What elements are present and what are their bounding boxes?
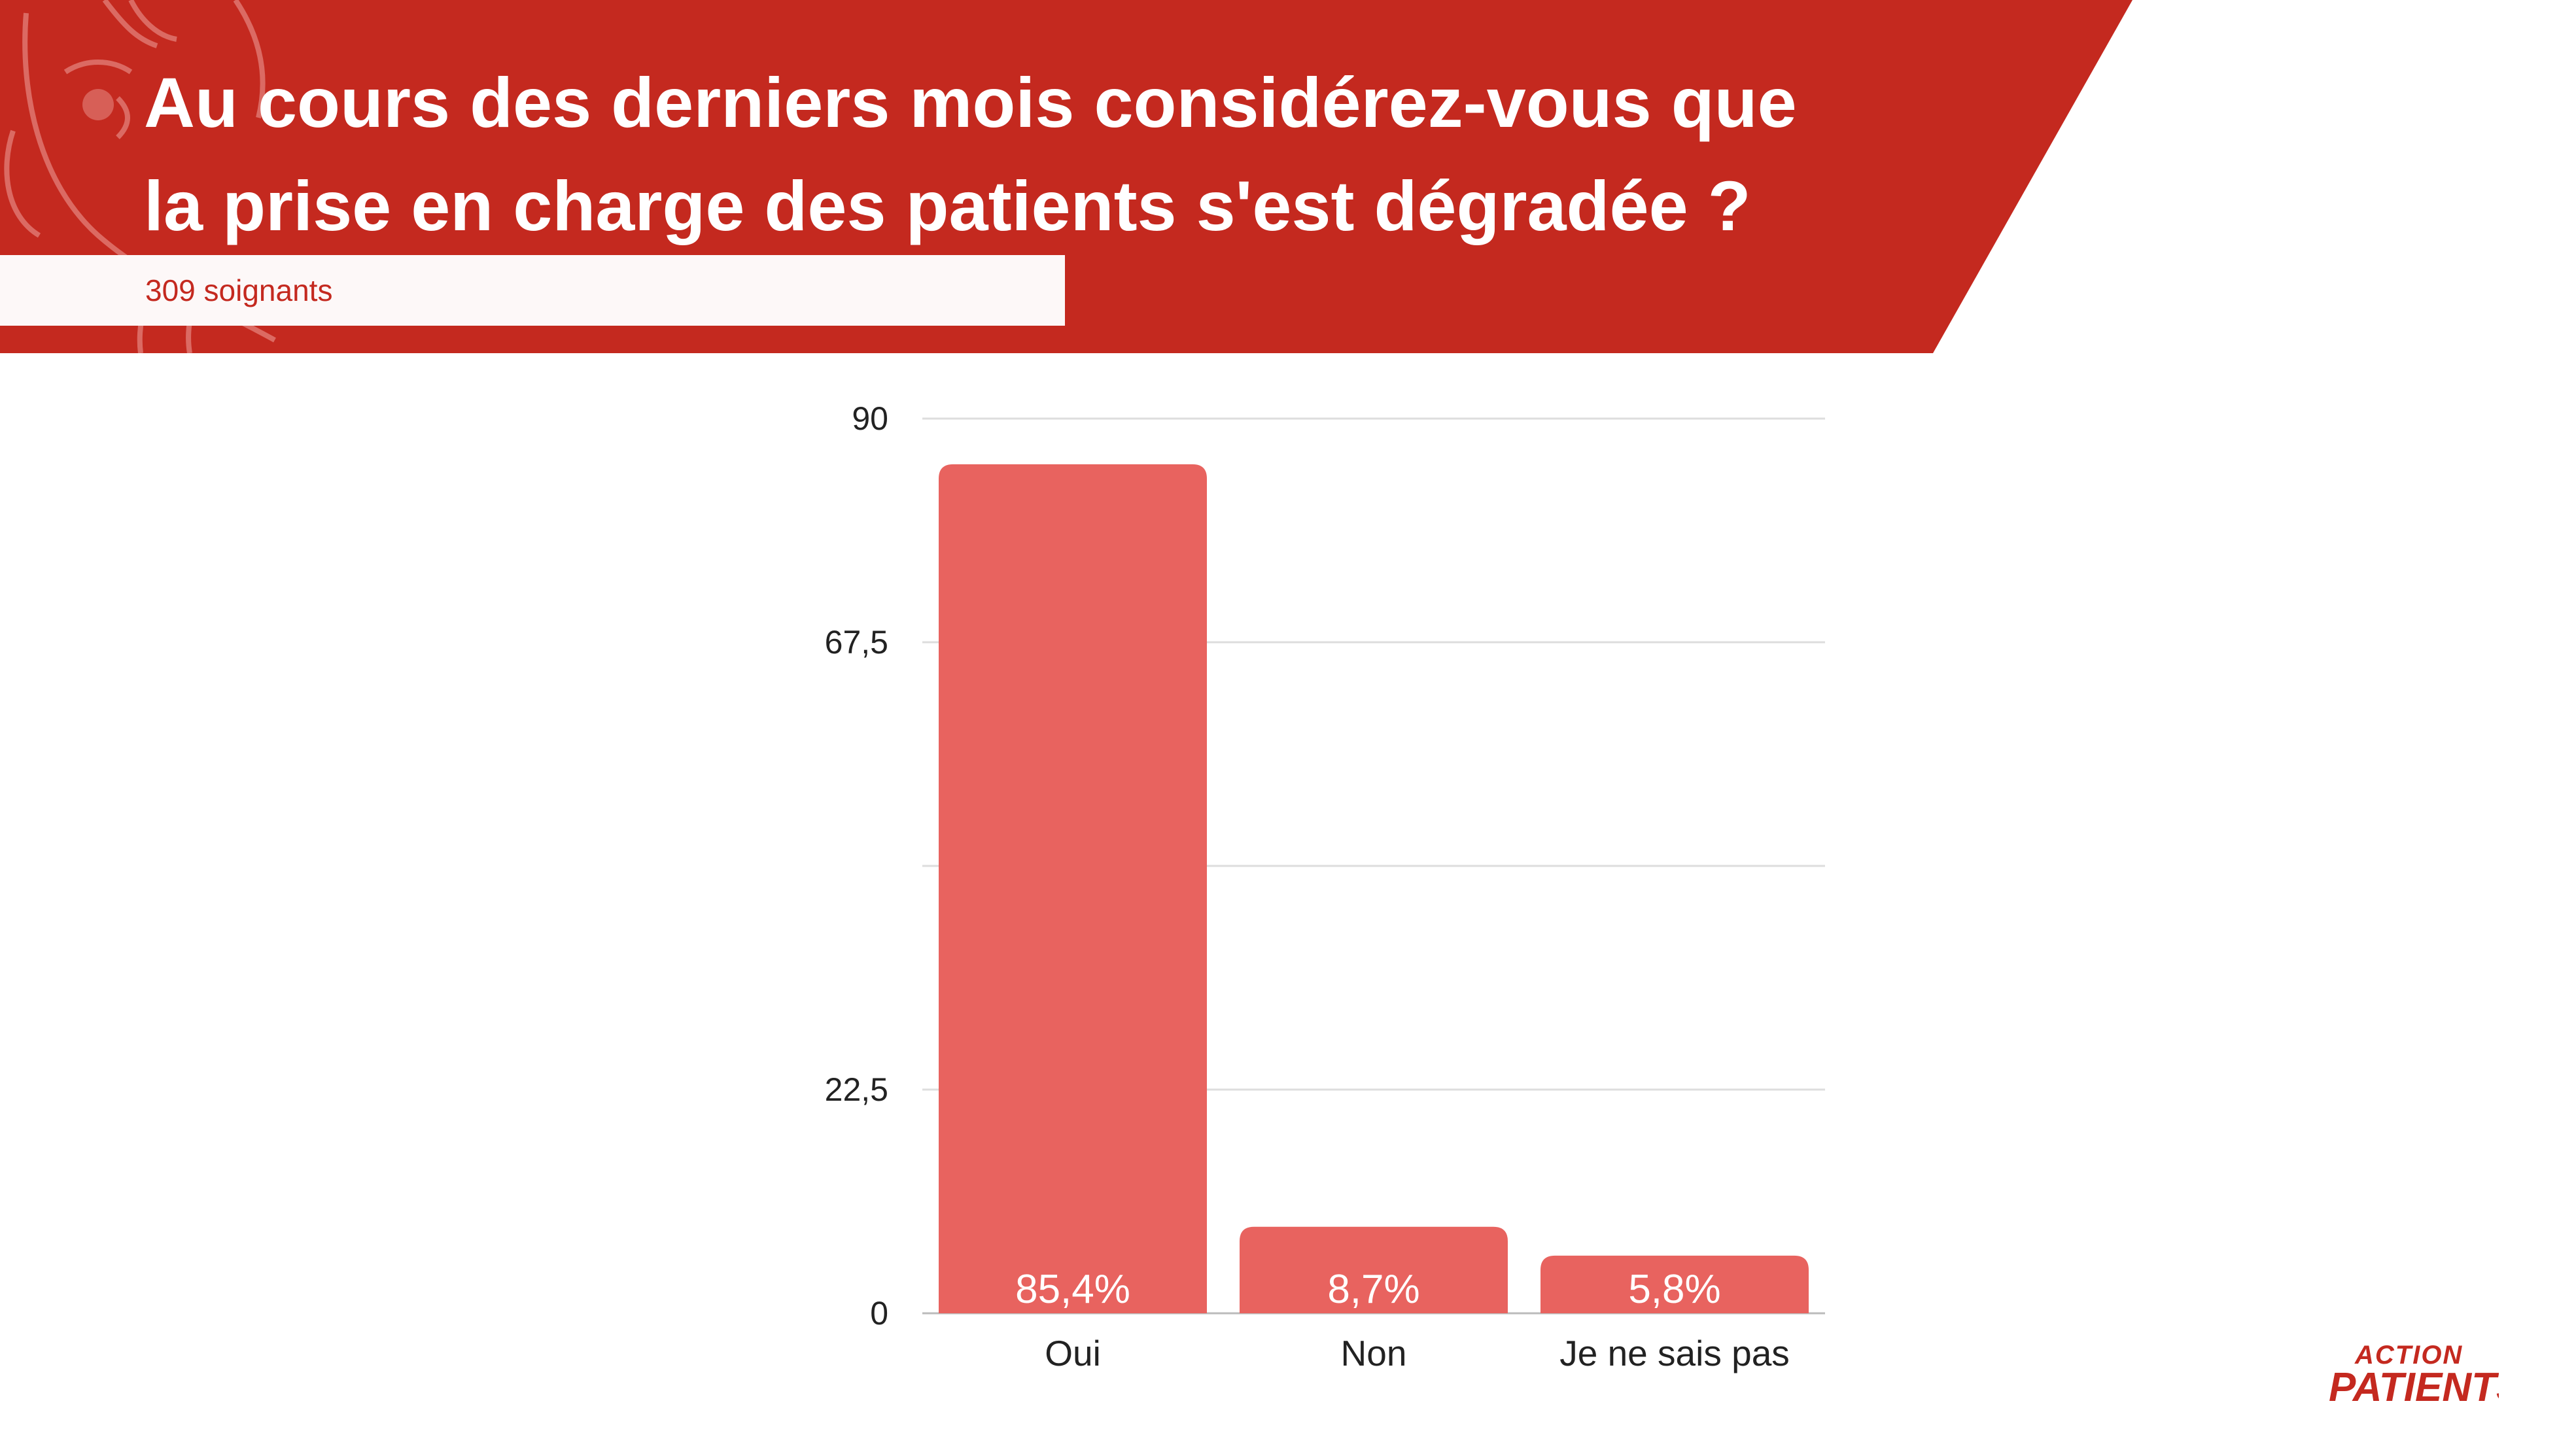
title-line-1: Au cours des derniers mois considérez-vo… <box>144 63 1797 142</box>
bar-non <box>1240 1226 1508 1313</box>
bar-je-ne-sais-pas <box>1540 1255 1809 1313</box>
x-axis-ticks: Oui Non Je ne sais pas <box>1045 1333 1790 1373</box>
data-labels: 85,4% 8,7% 5,8% <box>1015 1267 1721 1312</box>
bar-oui <box>939 464 1207 1314</box>
bar-chart: 90 67,5 22,5 0 85,4% 8,7% 5,8% Oui Non Je ne sa… <box>825 400 1825 1373</box>
y-tick-label: 0 <box>870 1295 888 1332</box>
logo-text-line-1: ACTION <box>2354 1341 2463 1370</box>
respondent-count: 309 soignants <box>145 273 333 307</box>
bars <box>939 464 1809 1314</box>
data-label: 8,7% <box>1327 1267 1419 1312</box>
face-cheek-icon <box>82 89 114 120</box>
x-tick-label: Non <box>1341 1333 1407 1373</box>
x-tick-label: Je ne sais pas <box>1559 1333 1790 1373</box>
y-tick-label: 90 <box>852 400 888 437</box>
data-label: 85,4% <box>1015 1267 1130 1312</box>
y-axis-ticks: 90 67,5 22,5 0 <box>825 400 888 1332</box>
x-tick-label: Oui <box>1045 1333 1101 1373</box>
action-patients-logo: ACTION PATIENTS <box>2329 1341 2499 1410</box>
y-tick-label: 67,5 <box>825 624 888 661</box>
y-tick-label: 22,5 <box>825 1071 888 1108</box>
page-title: Au cours des derniers mois considérez-vo… <box>144 51 1910 258</box>
subtitle-box: 309 soignants <box>0 255 1065 326</box>
data-label: 5,8% <box>1628 1267 1720 1312</box>
title-line-2: la prise en charge des patients s'est dé… <box>144 166 1751 245</box>
logo-text-line-2: PATIENTS <box>2329 1365 2499 1410</box>
